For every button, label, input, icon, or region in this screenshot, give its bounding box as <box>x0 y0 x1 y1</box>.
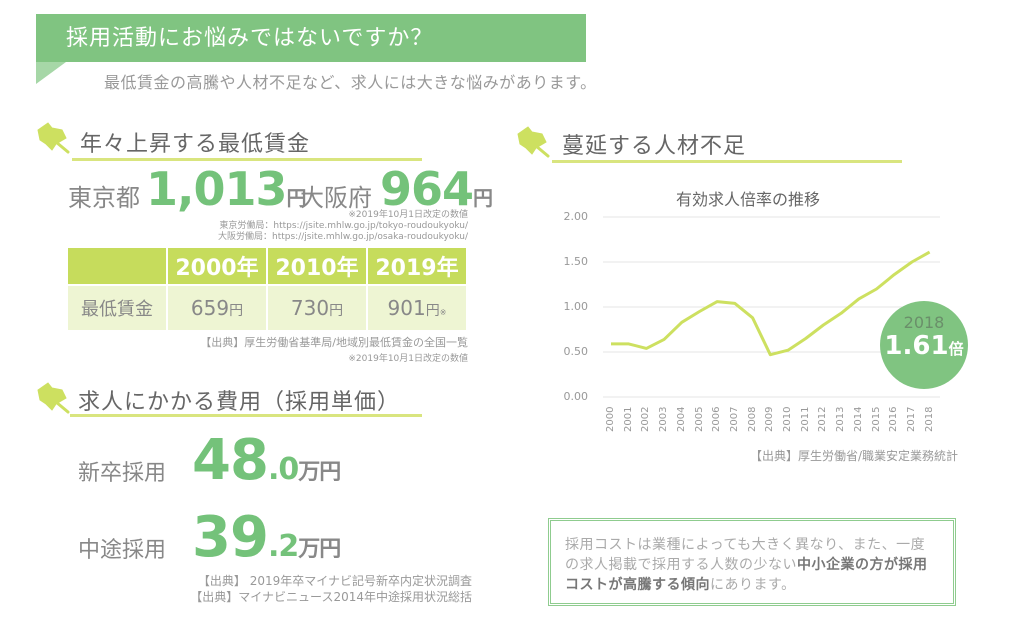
highlight-badge: 2018 1.61倍 <box>880 301 968 389</box>
x-tick: 2008 <box>746 406 758 432</box>
section-underline <box>70 414 422 417</box>
x-tick: 2013 <box>835 406 847 432</box>
tokyo-source-link[interactable]: 東京労働局：https://jsite.mhlw.go.jp/tokyo-rou… <box>219 221 468 231</box>
mid-career-label: 中途採用 <box>78 538 167 563</box>
tokyo-label: 東京都 <box>68 184 140 212</box>
x-tick: 2011 <box>799 406 811 432</box>
x-tick: 2010 <box>782 406 793 432</box>
chart-series-line <box>611 250 931 357</box>
osaka-source-link[interactable]: 大阪労働局：https://jsite.mhlw.go.jp/osaka-rou… <box>218 232 468 242</box>
x-tick: 2001 <box>622 406 634 432</box>
table-header: 2000年 <box>168 248 266 284</box>
table-row-label: 最低賃金 <box>68 284 166 330</box>
section-underline <box>72 158 422 161</box>
x-tick: 2017 <box>905 406 917 432</box>
x-tick: 2016 <box>888 406 900 432</box>
tokyo-wage-value: 1,013円 <box>146 162 307 216</box>
min-wage-table: 2000年 2010年 2019年 最低賃金 659円 730円 901円※ <box>66 248 468 330</box>
table-header: 2010年 <box>268 248 366 284</box>
wage-note: ※2019年10月1日改定の数値 <box>348 210 468 220</box>
x-tick: 2004 <box>675 406 687 432</box>
y-tick: 1.50 <box>563 255 589 268</box>
x-tick: 2003 <box>658 406 670 432</box>
chart-title: 有効求人倍率の推移 <box>676 190 821 209</box>
table-header <box>68 248 166 284</box>
shortage-source: 【出典】厚生労働省/職業安定業務統計 <box>749 449 958 463</box>
section-title-hiring-cost: 求人にかかる費用（採用単価） <box>78 390 401 415</box>
pushpin-icon <box>517 126 550 158</box>
x-tick: 2006 <box>711 406 723 432</box>
banner-subtitle: 最低賃金の高騰や人材不足など、求人には大きな悩みがあります。 <box>104 73 597 92</box>
table-cell: 659円 <box>168 284 266 330</box>
osaka-label: 大阪府 <box>300 184 372 212</box>
x-tick: 2014 <box>852 406 864 432</box>
x-tick: 2009 <box>764 406 776 432</box>
table-cell: 730円 <box>268 284 366 330</box>
banner-title: 採用活動にお悩みではないですか？ <box>66 26 434 51</box>
table-header-row: 2000年 2010年 2019年 <box>68 248 466 284</box>
y-tick: 2.00 <box>563 210 589 223</box>
gridlines <box>603 216 940 398</box>
x-tick: 2015 <box>870 406 882 432</box>
header-banner <box>36 14 586 62</box>
mid-career-cost: 39.2万円 <box>192 505 341 570</box>
section-title-min-wage: 年々上昇する最低賃金 <box>80 132 311 157</box>
pushpin-icon <box>37 122 70 154</box>
line-chart <box>603 216 940 398</box>
table-header: 2019年 <box>368 248 466 284</box>
x-tick: 2007 <box>728 406 740 432</box>
hiring-source-1: 【出典】 2019年卒マイナビ記号新卒内定状況調査 <box>197 574 472 588</box>
info-box-emphasis: 中小企業の方が採用コストが高騰する傾向 <box>565 557 928 593</box>
y-tick: 0.00 <box>563 390 589 403</box>
section-underline <box>552 160 902 163</box>
min-wage-source-note: ※2019年10月1日改定の数値 <box>348 354 468 364</box>
pushpin-icon <box>37 382 70 414</box>
osaka-wage-value: 964円 <box>380 162 493 216</box>
section-title-shortage: 蔓延する人材不足 <box>562 134 747 159</box>
x-tick: 2000 <box>605 406 616 432</box>
y-tick: 1.00 <box>563 300 589 313</box>
x-tick: 2002 <box>640 406 652 432</box>
min-wage-source: 【出典】厚生労働省基準局/地域別最低賃金の全国一覧 <box>200 336 468 349</box>
banner-fold <box>36 62 66 84</box>
table-row: 最低賃金 659円 730円 901円※ <box>68 284 466 330</box>
x-tick: 2012 <box>817 406 829 432</box>
x-tick: 2018 <box>923 406 935 432</box>
badge-year: 2018 <box>903 313 945 332</box>
hiring-source-2: 【出典】マイナビニュース2014年中途採用状況総括 <box>190 590 472 604</box>
new-grad-cost: 48.0万円 <box>192 428 341 493</box>
y-tick: 0.50 <box>563 345 589 358</box>
x-tick: 2005 <box>693 406 705 432</box>
info-box: 採用コストは業種によっても大きく異なり、また、一度の求人掲載で採用する人数の少な… <box>548 518 956 606</box>
badge-value: 1.61倍 <box>884 331 964 361</box>
new-grad-label: 新卒採用 <box>78 461 167 486</box>
table-cell: 901円※ <box>368 284 466 330</box>
